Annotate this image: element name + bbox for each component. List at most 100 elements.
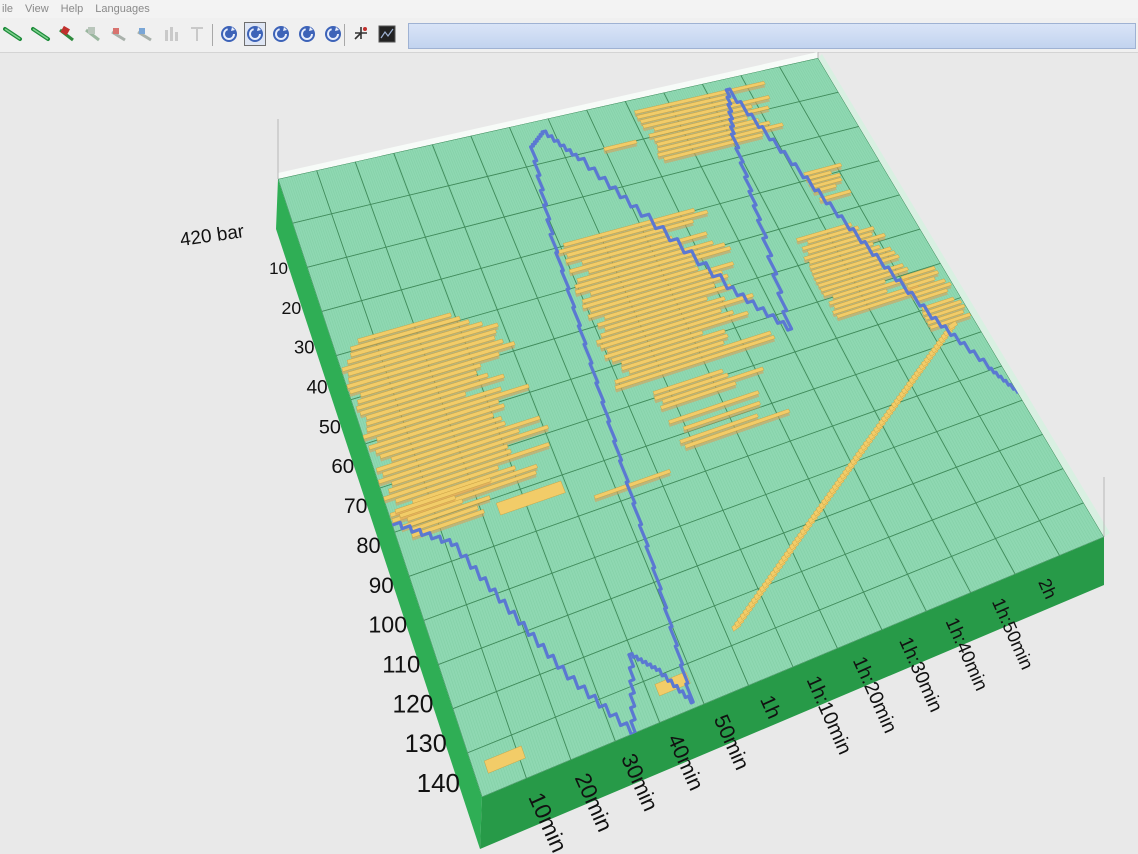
rotate-view-icon: [297, 24, 317, 44]
bar-shadow: [376, 418, 541, 475]
bar-strip: [628, 340, 725, 374]
line-tool-green-icon: [31, 24, 51, 44]
bar-strip: [812, 250, 896, 279]
bar-strip: [566, 219, 695, 258]
toolbar-button-rotate-view[interactable]: [270, 22, 292, 46]
y-tick-label: 90: [369, 573, 394, 598]
rotate-view-icon: [245, 24, 265, 44]
grid-line-range: [452, 468, 1064, 710]
grid-line-range: [307, 125, 859, 268]
bar-strip: [383, 442, 551, 501]
menu-item-help[interactable]: Help: [60, 3, 84, 15]
rotate-view-icon: [219, 24, 239, 44]
bar-strip: [391, 443, 509, 486]
toolbar-button-rotate-view[interactable]: [218, 22, 240, 46]
menu-item-languages[interactable]: Languages: [95, 3, 150, 15]
bar-shadow: [663, 136, 764, 164]
bar-strip: [390, 420, 506, 462]
bar-shadow: [668, 393, 760, 427]
y-tick-label: 40: [306, 378, 327, 399]
bar-shadow: [836, 293, 917, 322]
toolbar-button-line-tool-green[interactable]: [30, 22, 52, 46]
bar-strip: [589, 261, 697, 296]
bar-shadow: [603, 143, 638, 154]
bar-shadow: [376, 402, 500, 445]
bar-strip: [368, 403, 506, 450]
bar-strip: [682, 400, 761, 431]
y-tick-label: 10: [269, 259, 288, 278]
front-side-face: [480, 537, 1104, 849]
plot-area[interactable]: 420 bar 10 20 30 40 50 60 70 80 90 100 110 120 130 140…: [0, 52, 1138, 854]
y-tick-label: 70: [344, 495, 368, 518]
toolbar-button-red-gray-tool[interactable]: [108, 22, 130, 46]
toolbar-button-disabled-t[interactable]: [186, 22, 208, 46]
bar-strip: [406, 498, 464, 522]
bar-strip: [589, 269, 724, 313]
bar-strip: [900, 265, 937, 280]
bar-strip: [819, 263, 905, 293]
bar-strip: [593, 469, 672, 500]
left-side-face: [276, 179, 482, 849]
bar-strip: [921, 299, 963, 316]
bar-strip: [906, 276, 936, 289]
bar-strip: [806, 225, 860, 244]
bar-strip: [362, 383, 530, 440]
bar-strip: [808, 241, 875, 265]
bar-strip: [587, 273, 729, 319]
grid-line-range: [467, 502, 1084, 754]
toolbar-strip: [408, 23, 1136, 49]
bar-block: [495, 480, 566, 516]
y-tick-label: 80: [356, 533, 380, 558]
bar-shadow: [929, 315, 972, 333]
bar-shadow: [379, 419, 503, 462]
grid-line-range: [438, 433, 1043, 665]
bar-strip: [394, 477, 492, 514]
bar-strip: [633, 81, 766, 115]
red-gray-tool-icon: [109, 24, 129, 44]
toolbar-button-red-tool[interactable]: [56, 22, 78, 46]
toolbar-button-rotate-view[interactable]: [244, 22, 266, 46]
bar-strip: [382, 428, 520, 477]
bar-shadow: [341, 325, 499, 375]
menu-item-ile[interactable]: ile: [2, 3, 14, 15]
bar-strip: [614, 335, 776, 390]
bar-shadow: [368, 406, 505, 453]
right-rim: [818, 54, 1110, 537]
bar-strip: [921, 296, 955, 311]
rotate-view-icon: [323, 24, 343, 44]
grid-line-range: [423, 399, 1023, 621]
3d-chart[interactable]: 420 bar 10 20 30 40 50 60 70 80 90 100 110 120 130 140…: [0, 52, 1138, 854]
toolbar-button-blue-gray-tool[interactable]: [134, 22, 156, 46]
rotate-view-icon: [271, 24, 291, 44]
toolbar-button-gray-tool[interactable]: [82, 22, 104, 46]
bar-strip: [411, 465, 517, 504]
bar-shadow: [916, 291, 949, 305]
toolbar-button-line-tool-green[interactable]: [2, 22, 24, 46]
bar-block: [483, 745, 526, 774]
bar-strip: [818, 189, 852, 202]
toolbar-button-disabled-bars[interactable]: [160, 22, 182, 46]
toolbar-button-rotate-view[interactable]: [322, 22, 344, 46]
bar-strip: [833, 288, 888, 309]
bar-strip: [379, 415, 503, 459]
bar-strip: [587, 243, 685, 274]
toolbar-button-axis-tool[interactable]: [350, 22, 372, 46]
bar-strip: [603, 310, 749, 359]
bar-strip: [648, 105, 770, 138]
bar-strip: [356, 363, 482, 405]
toolbar-button-rotate-view[interactable]: [296, 22, 318, 46]
bar-strip: [581, 261, 735, 310]
bar-strip: [346, 338, 504, 389]
bar-strip: [574, 242, 726, 289]
bar-strip: [603, 139, 638, 152]
bar-strip: [346, 321, 484, 365]
bar-strip: [357, 312, 452, 343]
toolbar-button-dark-view[interactable]: [376, 22, 398, 46]
bar-strip: [388, 448, 512, 494]
menu-item-view[interactable]: View: [25, 3, 49, 15]
toolbar: [0, 18, 1138, 53]
bar-strip: [805, 170, 833, 181]
bar-strip: [603, 296, 709, 331]
back-rim: [278, 52, 818, 179]
bar-strip: [653, 115, 749, 142]
